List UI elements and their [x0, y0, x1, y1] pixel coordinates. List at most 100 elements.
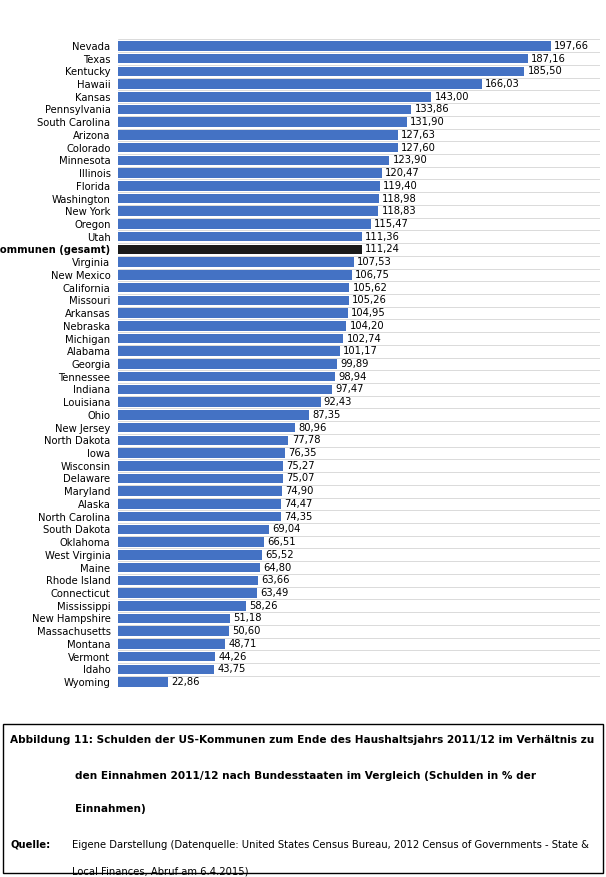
Bar	[118, 232, 362, 241]
Bar	[118, 245, 362, 254]
Bar	[118, 206, 378, 216]
Text: 74,90: 74,90	[285, 486, 314, 496]
Text: 97,47: 97,47	[335, 384, 364, 395]
Text: 187,16: 187,16	[531, 53, 566, 63]
Bar	[118, 512, 281, 522]
Bar	[118, 436, 288, 445]
Text: den Einnahmen 2011/12 nach Bundesstaaten im Vergleich (Schulden in % der: den Einnahmen 2011/12 nach Bundesstaaten…	[75, 771, 536, 781]
Text: Local Finances, Abruf am 6.4.2015): Local Finances, Abruf am 6.4.2015)	[72, 866, 248, 877]
Bar	[118, 550, 262, 560]
Text: 65,52: 65,52	[265, 550, 293, 560]
Bar	[118, 461, 283, 471]
Bar	[118, 372, 335, 381]
Bar	[118, 155, 390, 165]
Bar	[118, 321, 347, 331]
Bar	[118, 423, 296, 432]
Bar	[118, 346, 340, 356]
Text: 197,66: 197,66	[554, 41, 589, 51]
Bar	[118, 194, 379, 203]
Bar	[118, 385, 331, 394]
Bar	[118, 104, 411, 114]
Text: 64,80: 64,80	[264, 562, 291, 573]
Bar	[118, 397, 321, 407]
Text: 99,89: 99,89	[340, 359, 368, 369]
Text: 118,98: 118,98	[382, 194, 417, 203]
Text: 104,95: 104,95	[351, 308, 386, 318]
Text: 50,60: 50,60	[232, 626, 261, 636]
Bar	[118, 309, 348, 317]
Text: 166,03: 166,03	[485, 79, 520, 89]
Text: 69,04: 69,04	[273, 524, 301, 534]
Text: 92,43: 92,43	[324, 397, 352, 407]
Bar	[118, 487, 282, 496]
Bar	[118, 181, 379, 190]
Bar	[118, 448, 285, 458]
Text: 58,26: 58,26	[249, 601, 278, 610]
Text: Quelle:: Quelle:	[10, 840, 50, 850]
Text: 66,51: 66,51	[267, 537, 296, 547]
Bar	[118, 296, 348, 305]
Text: 104,20: 104,20	[350, 321, 384, 331]
Bar	[118, 283, 350, 292]
Text: Abbildung 11: Schulden der US-Kommunen zum Ende des Haushaltsjahrs 2011/12 im Ve: Abbildung 11: Schulden der US-Kommunen z…	[10, 736, 594, 745]
Text: 75,27: 75,27	[286, 460, 315, 471]
Text: 185,50: 185,50	[528, 67, 562, 76]
Bar	[118, 118, 407, 127]
Text: 105,62: 105,62	[353, 282, 388, 293]
Text: 43,75: 43,75	[218, 665, 245, 674]
Text: 111,36: 111,36	[365, 232, 400, 242]
Bar	[118, 538, 264, 547]
Text: 75,07: 75,07	[286, 474, 315, 483]
Bar	[118, 575, 258, 585]
Text: 22,86: 22,86	[171, 677, 200, 687]
Bar	[118, 53, 528, 63]
Bar	[118, 41, 551, 51]
Text: 107,53: 107,53	[357, 257, 391, 267]
Bar	[118, 563, 260, 573]
Bar	[118, 79, 482, 89]
Bar	[118, 614, 230, 624]
Text: 105,26: 105,26	[352, 296, 387, 305]
Bar	[118, 143, 398, 153]
Text: 63,49: 63,49	[261, 588, 289, 598]
Text: 143,00: 143,00	[435, 92, 469, 102]
Text: Eigene Darstellung (Datenquelle: United States Census Bureau, 2012 Census of Gov: Eigene Darstellung (Datenquelle: United …	[72, 840, 589, 850]
Bar	[118, 257, 354, 267]
Bar	[118, 334, 343, 343]
Text: 77,78: 77,78	[291, 435, 321, 446]
Text: 63,66: 63,66	[261, 575, 289, 585]
Text: 133,86: 133,86	[415, 104, 449, 115]
Text: 123,90: 123,90	[393, 155, 427, 166]
Bar	[118, 410, 310, 419]
Bar	[118, 665, 214, 674]
Text: 74,35: 74,35	[284, 511, 313, 522]
Bar	[118, 270, 352, 280]
Text: 51,18: 51,18	[233, 613, 262, 624]
Bar	[118, 67, 524, 76]
Bar	[118, 474, 282, 483]
Bar	[118, 219, 371, 229]
Bar	[118, 639, 225, 649]
Bar	[118, 130, 398, 139]
Text: 118,83: 118,83	[382, 206, 416, 217]
Text: 80,96: 80,96	[299, 423, 327, 432]
Text: 87,35: 87,35	[313, 410, 341, 420]
Text: 102,74: 102,74	[347, 333, 381, 344]
Bar	[118, 626, 229, 636]
Text: Einnahmen): Einnahmen)	[75, 804, 146, 814]
Bar	[118, 168, 382, 178]
Text: 127,63: 127,63	[401, 130, 436, 140]
Bar	[118, 601, 246, 610]
Bar	[118, 652, 215, 661]
Bar	[118, 499, 281, 509]
Text: 48,71: 48,71	[228, 639, 256, 649]
Bar	[118, 524, 269, 534]
Text: 127,60: 127,60	[401, 143, 436, 153]
Bar	[118, 588, 257, 598]
Text: 44,26: 44,26	[218, 652, 247, 661]
Text: 101,17: 101,17	[343, 346, 378, 356]
Text: 98,94: 98,94	[338, 372, 367, 381]
Text: 106,75: 106,75	[355, 270, 390, 280]
Bar	[118, 677, 168, 687]
Text: 119,40: 119,40	[383, 181, 418, 191]
